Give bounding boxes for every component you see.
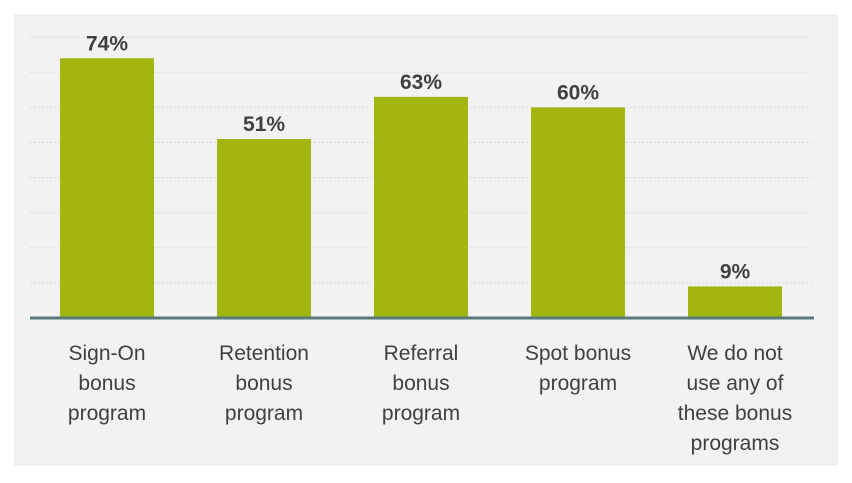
- category-label: Referral bonus program: [382, 342, 460, 425]
- bar: [217, 138, 311, 318]
- data-label: 63%: [400, 71, 442, 94]
- bar: [688, 286, 782, 318]
- chart-panel: 74% 51% 63% 60% 9% Sign-On bonus program Retent…: [14, 14, 838, 466]
- bar: [374, 96, 468, 319]
- category-label: Spot bonus program: [525, 342, 631, 395]
- bar: [60, 58, 154, 318]
- category-label: We do not use any of these bonus programs: [678, 342, 792, 455]
- category-label: Retention bonus program: [219, 342, 309, 425]
- bar: [531, 107, 625, 319]
- data-label: 60%: [557, 81, 599, 104]
- data-label: 9%: [720, 260, 751, 283]
- category-label: Sign-On bonus program: [68, 342, 146, 425]
- data-label: 74%: [86, 32, 128, 55]
- data-labels: 74% 51% 63% 60% 9%: [86, 32, 751, 283]
- category-labels: Sign-On bonus program Retention bonus program…: [68, 342, 792, 455]
- data-label: 51%: [243, 113, 285, 136]
- bars: [60, 58, 782, 319]
- bar-chart: 74% 51% 63% 60% 9% Sign-On bonus program Retent…: [30, 32, 814, 455]
